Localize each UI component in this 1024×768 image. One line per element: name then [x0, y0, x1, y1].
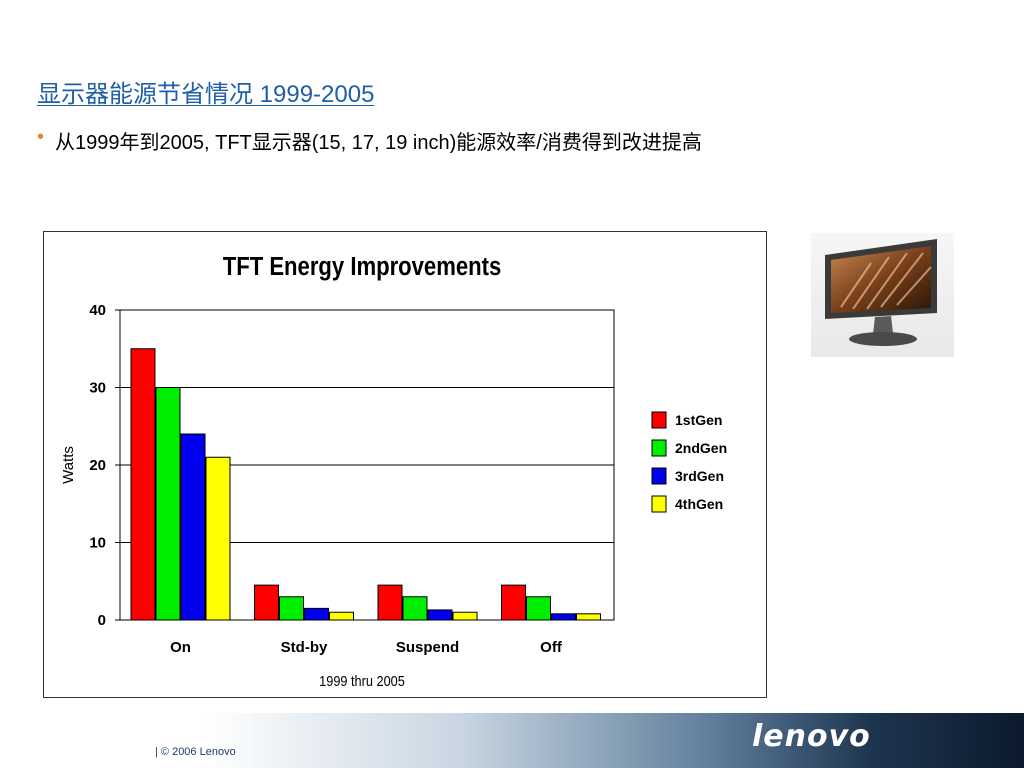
bar-1stGen-1	[254, 584, 279, 621]
lenovo-logo: lenovo	[752, 719, 871, 754]
slide-title: 显示器能源节省情况 1999-2005	[37, 81, 375, 108]
bullet-dot-icon: •	[37, 126, 45, 148]
legend-label: 4thGen	[675, 496, 723, 512]
x-tick-label: Std-by	[281, 639, 328, 656]
bar-1stGen-3	[501, 584, 526, 621]
y-tick-label: 40	[89, 302, 106, 319]
bar-2ndGen-3	[526, 596, 551, 621]
y-tick-label: 20	[89, 457, 106, 474]
footer-copyright: | © 2006 Lenovo	[155, 746, 236, 758]
footer-band	[0, 713, 1024, 768]
bar-3rdGen-3	[551, 613, 576, 621]
legend-swatch-2ndGen	[651, 439, 667, 457]
bar-1stGen-2	[377, 584, 403, 621]
legend-label: 2ndGen	[675, 440, 727, 456]
legend-label: 1stGen	[675, 412, 722, 428]
bar-4thGen-1	[329, 611, 354, 621]
monitor-photo	[811, 233, 954, 357]
bar-2ndGen-2	[402, 596, 428, 621]
bar-3rdGen-2	[427, 609, 453, 621]
bar-chart: TFT Energy Improvements Watts 1999 thru …	[60, 252, 727, 689]
chart-title: TFT Energy Improvements	[223, 252, 502, 281]
bar-4thGen-2	[452, 611, 478, 621]
y-tick-label: 0	[98, 612, 106, 629]
legend-swatch-1stGen	[651, 411, 667, 429]
bar-2ndGen-0	[155, 387, 181, 621]
y-axis-label: Watts	[60, 446, 77, 484]
y-tick-label: 10	[89, 535, 106, 552]
legend-swatch-3rdGen	[651, 467, 667, 485]
bar-4thGen-0	[205, 456, 231, 621]
bar-2ndGen-1	[279, 596, 304, 621]
bar-3rdGen-1	[304, 607, 329, 621]
legend-label: 3rdGen	[675, 468, 724, 484]
legend-swatch-4thGen	[651, 495, 667, 513]
y-tick-label: 30	[89, 380, 106, 397]
x-tick-label: Suspend	[396, 639, 459, 656]
chart-frame: TFT Energy Improvements Watts 1999 thru …	[43, 231, 767, 698]
bar-4thGen-3	[576, 613, 601, 621]
bar-3rdGen-0	[180, 433, 206, 621]
bar-1stGen-0	[130, 348, 156, 621]
bullet-text: • 从1999年到2005, TFT显示器(15, 17, 19 inch)能源…	[37, 126, 702, 155]
x-tick-label: Off	[540, 639, 563, 656]
x-axis-label: 1999 thru 2005	[319, 672, 405, 689]
monitor-icon	[825, 239, 937, 346]
bullet-label: 从1999年到2005, TFT显示器(15, 17, 19 inch)能源效率…	[55, 132, 702, 154]
x-tick-label: On	[170, 639, 191, 656]
